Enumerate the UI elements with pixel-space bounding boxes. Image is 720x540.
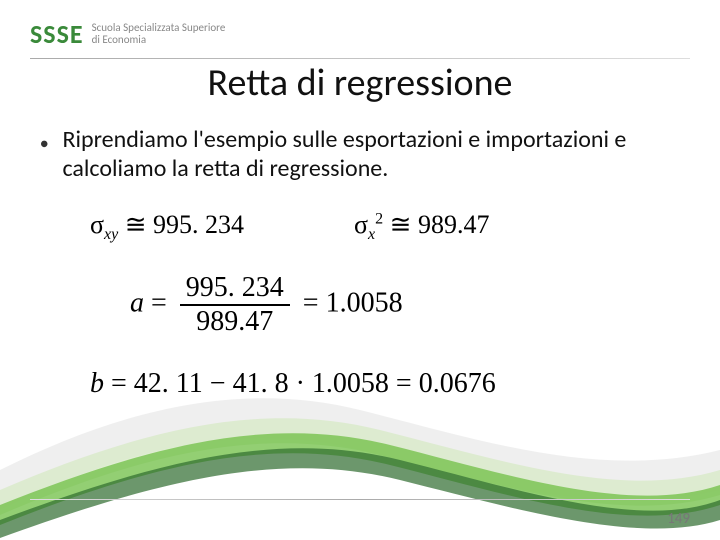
a-denominator: 989.47 bbox=[180, 306, 290, 338]
b-term1: 42. 11 bbox=[134, 368, 203, 399]
logo-subtitle: Scuola Specializzata Superiore di Econom… bbox=[92, 22, 226, 46]
sigma-x2-value: 989.47 bbox=[418, 210, 490, 239]
equation-a: a = 995. 234 989.47 = 1.0058 bbox=[130, 272, 660, 338]
b-term2: 41. 8 bbox=[233, 368, 289, 399]
slide-title: Retta di regressione bbox=[0, 60, 720, 106]
logo-sub-line2: di Economia bbox=[92, 34, 226, 46]
page-number: 149 bbox=[667, 510, 690, 528]
equation-b: b = 42. 11 − 41. 8 · 1.0058 = 0.0676 bbox=[90, 368, 660, 400]
equations-block: σxy ≅ 995. 234 σx2 ≅ 989.47 a = 995. 234… bbox=[90, 210, 660, 400]
a-numerator: 995. 234 bbox=[180, 272, 290, 304]
footer-rule bbox=[30, 499, 690, 500]
a-value: 1.0058 bbox=[326, 288, 403, 319]
b-term3: 1.0058 bbox=[312, 368, 389, 399]
sigma-xy-value: 995. 234 bbox=[153, 210, 244, 239]
sigma-x2-eq: σx2 ≅ 989.47 bbox=[354, 210, 489, 244]
bullet-dot-icon: ● bbox=[40, 135, 48, 152]
header: SSSE Scuola Specializzata Superiore di E… bbox=[30, 18, 225, 50]
equation-row-1: σxy ≅ 995. 234 σx2 ≅ 989.47 bbox=[90, 210, 660, 244]
logo-acronym: SSSE bbox=[30, 18, 84, 50]
b-value: 0.0676 bbox=[419, 368, 496, 399]
slide: SSSE Scuola Specializzata Superiore di E… bbox=[0, 0, 720, 540]
body-text: ● Riprendiamo l'esempio sulle esportazio… bbox=[40, 125, 680, 183]
header-rule bbox=[30, 58, 690, 59]
bullet-item: ● Riprendiamo l'esempio sulle esportazio… bbox=[40, 125, 680, 183]
bullet-text: Riprendiamo l'esempio sulle esportazioni… bbox=[62, 125, 680, 183]
sigma-xy-eq: σxy ≅ 995. 234 bbox=[90, 210, 244, 244]
